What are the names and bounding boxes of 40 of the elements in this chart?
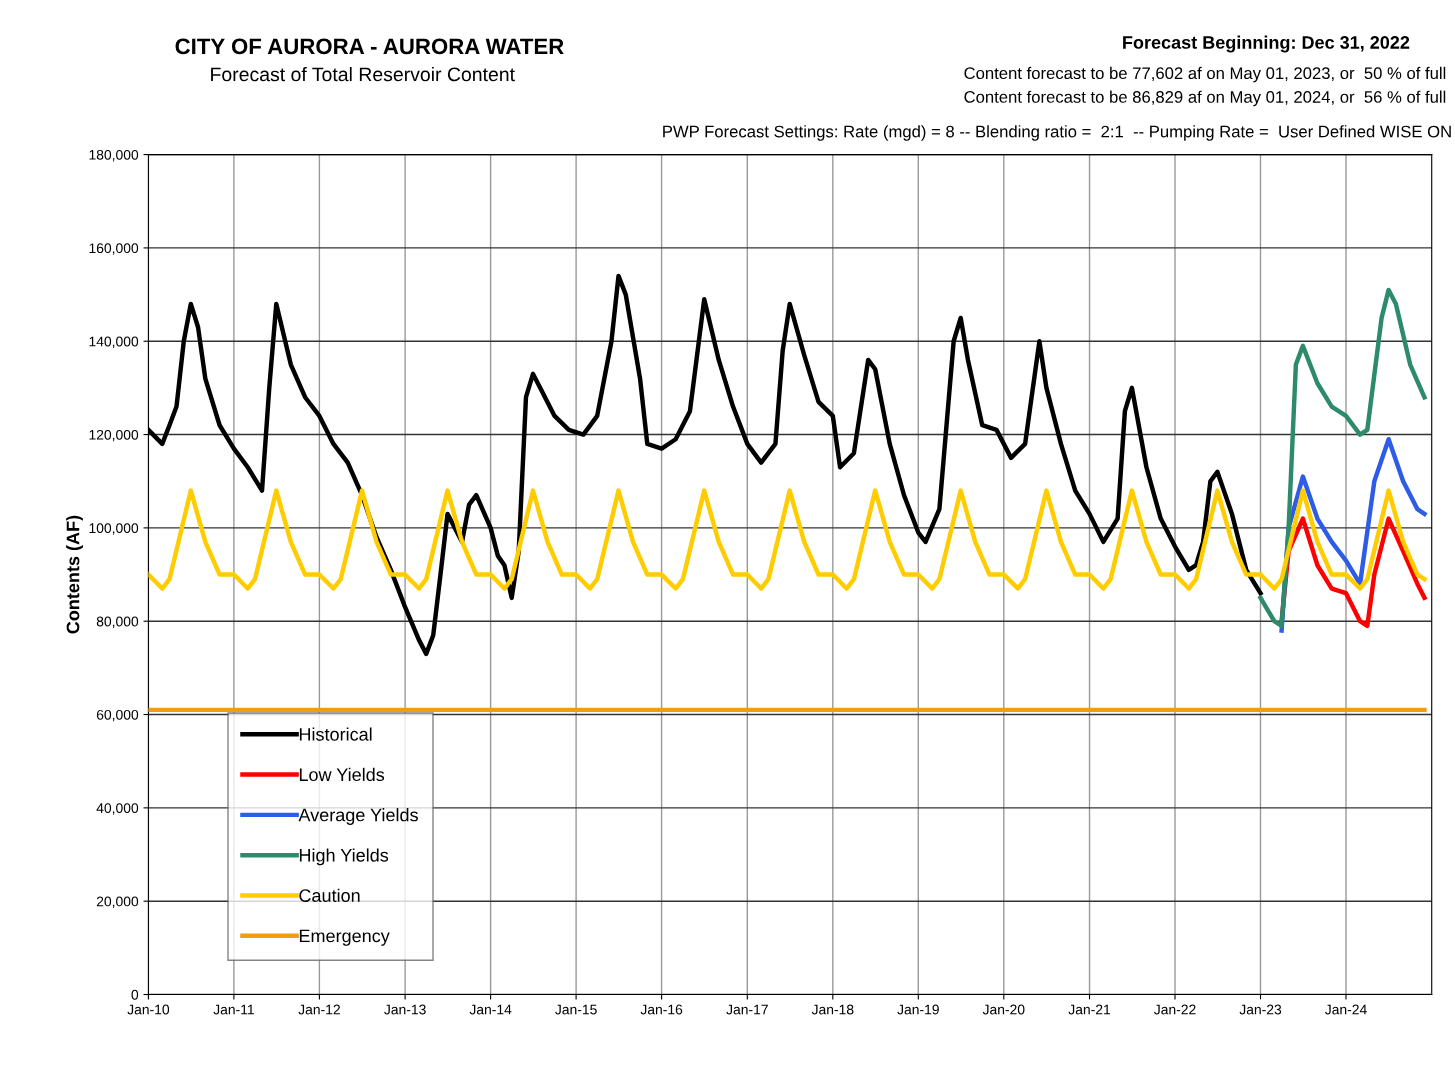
- x-tick-label: Jan-22: [1154, 1004, 1196, 1015]
- y-tick-label: 0: [131, 989, 139, 1000]
- x-tick-label: Jan-12: [298, 1004, 340, 1015]
- text: PWP Forecast Settings: Rate (mgd) = 8 -- Blending ratio = 2:1 -- Pumping Rate = User Defined WISE ON: [663, 125, 1451, 141]
- y-tick-label: 80,000: [96, 616, 139, 629]
- legend-label: Average Yields: [298, 808, 418, 825]
- text: Content forecast to be 77,602 af on May 01, 2023, or 50 % of full: [964, 66, 1446, 83]
- y-tick-label: 20,000: [96, 896, 139, 908]
- x-tick-label: Jan-21: [1068, 1004, 1111, 1015]
- y-tick-label: 120,000: [89, 429, 139, 442]
- chart-title: CITY OF AURORA - AURORA WATER: [175, 38, 564, 55]
- x-tick-label: Jan-16: [640, 1004, 683, 1015]
- y-tick-label: 60,000: [96, 709, 139, 722]
- y-tick-label: 160,000: [89, 243, 139, 255]
- x-tick-label: Jan-13: [384, 1004, 426, 1015]
- x-tick-label: Jan-17: [726, 1004, 768, 1015]
- legend-label: Low Yields: [299, 767, 385, 782]
- legend-label: Historical: [299, 727, 372, 741]
- y-tick-label: 40,000: [96, 803, 139, 815]
- x-tick-label: Jan-15: [555, 1004, 597, 1015]
- y-tick-label: 140,000: [89, 336, 139, 349]
- chart-subtitle: Forecast of Total Reservoir Content: [211, 66, 515, 82]
- x-tick-label: Jan-20: [982, 1004, 1025, 1015]
- y-axis-title: Contents (AF): [66, 515, 83, 634]
- legend-label: Caution: [299, 888, 360, 902]
- line-series: [148, 488, 1427, 591]
- x-tick-label: Jan-19: [897, 1004, 939, 1015]
- x-tick-label: Jan-10: [127, 1004, 170, 1015]
- x-tick-label: Jan-11: [213, 1004, 254, 1015]
- legend-label: Emergency: [299, 929, 390, 946]
- x-tick-label: Jan-24: [1324, 1004, 1367, 1015]
- text: Forecast Beginning: Dec 31, 2022: [1123, 35, 1410, 53]
- text: Content forecast to be 86,829 af on May 01, 2024, or 56 % of full: [964, 90, 1446, 107]
- y-tick-label: 100,000: [89, 523, 139, 535]
- x-tick-label: Jan-18: [811, 1004, 854, 1015]
- line-series: [1258, 287, 1427, 629]
- legend-label: High Yields: [299, 848, 389, 866]
- y-tick-label: 180,000: [89, 149, 139, 162]
- x-tick-label: Jan-14: [469, 1004, 512, 1015]
- x-tick-label: Jan-23: [1239, 1004, 1282, 1015]
